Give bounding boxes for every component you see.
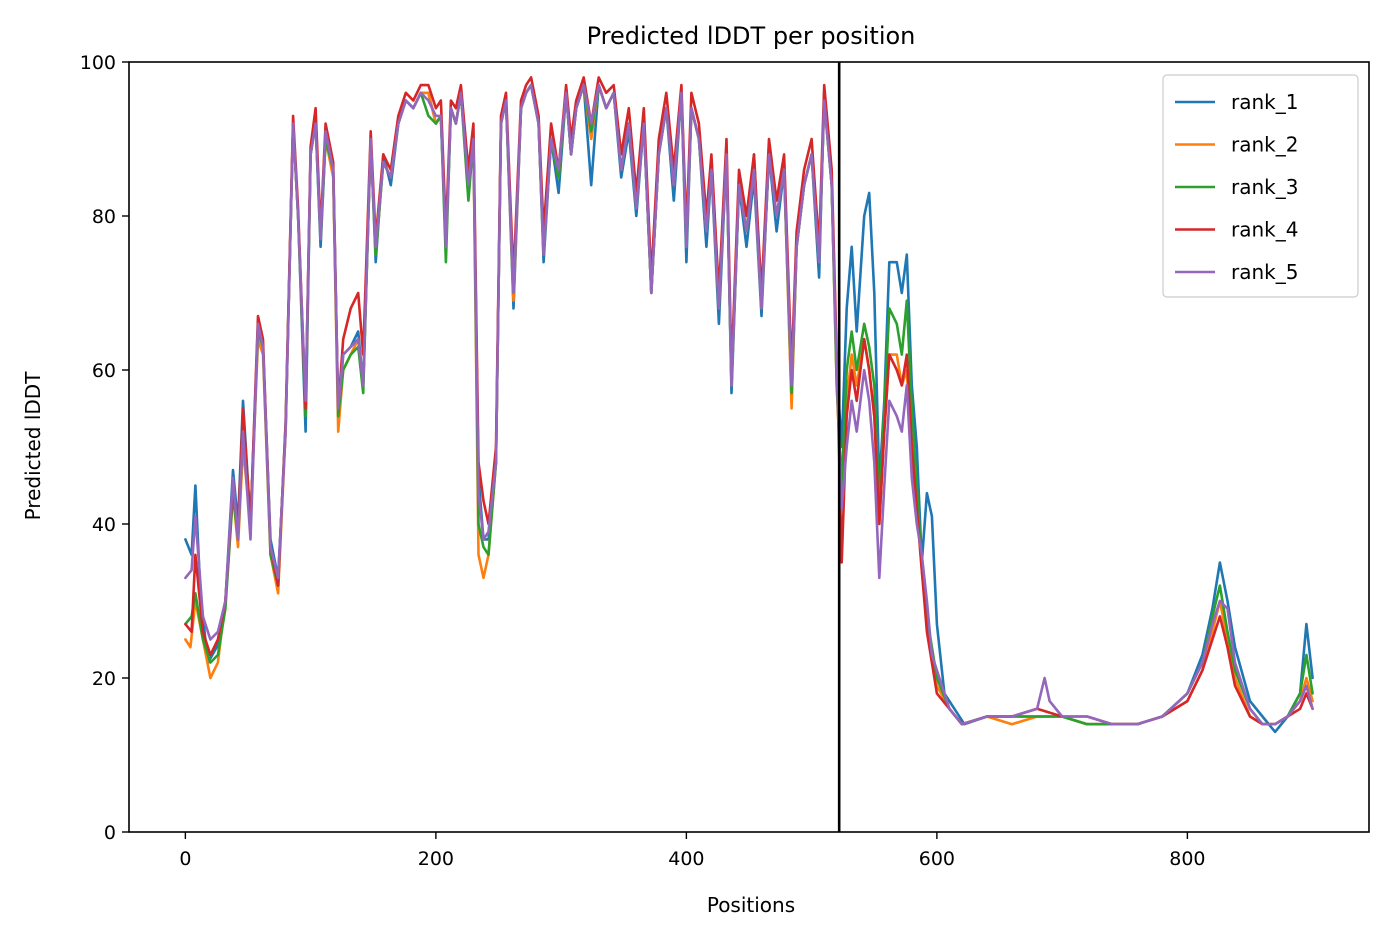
legend-label-rank_5: rank_5: [1231, 260, 1298, 284]
chart-title: Predicted lDDT per position: [587, 22, 916, 50]
x-tick-label: 800: [1169, 848, 1205, 870]
legend-label-rank_1: rank_1: [1231, 90, 1298, 114]
plot-frame: [128, 61, 1370, 833]
legend-box: [1162, 74, 1359, 298]
x-tick-label: 200: [418, 848, 454, 870]
y-axis: 0 20 40 60 80 100: [80, 52, 129, 844]
series-line-rank_5: [184, 83, 1314, 726]
x-axis-label: Positions: [707, 893, 795, 917]
legend: rank_1 rank_2 rank_3 rank_4 rank_5: [1162, 74, 1359, 298]
y-tick-label: 0: [104, 822, 116, 844]
legend-label-rank_3: rank_3: [1231, 175, 1298, 199]
series-layer: [184, 76, 1314, 734]
y-tick-label: 100: [80, 52, 116, 74]
x-tick-label: 600: [919, 848, 955, 870]
legend-label-rank_2: rank_2: [1231, 133, 1298, 157]
x-tick-label: 400: [668, 848, 704, 870]
legend-label-rank_4: rank_4: [1231, 218, 1298, 242]
x-tick-label: 0: [179, 848, 191, 870]
y-tick-label: 80: [92, 206, 116, 228]
y-tick-label: 20: [92, 668, 116, 690]
y-tick-label: 40: [92, 514, 116, 536]
y-axis-label: Predicted lDDT: [21, 371, 45, 521]
plot-area: [128, 61, 1370, 833]
y-tick-label: 60: [92, 360, 116, 382]
x-axis: 0 200 400 600 800: [179, 832, 1206, 870]
